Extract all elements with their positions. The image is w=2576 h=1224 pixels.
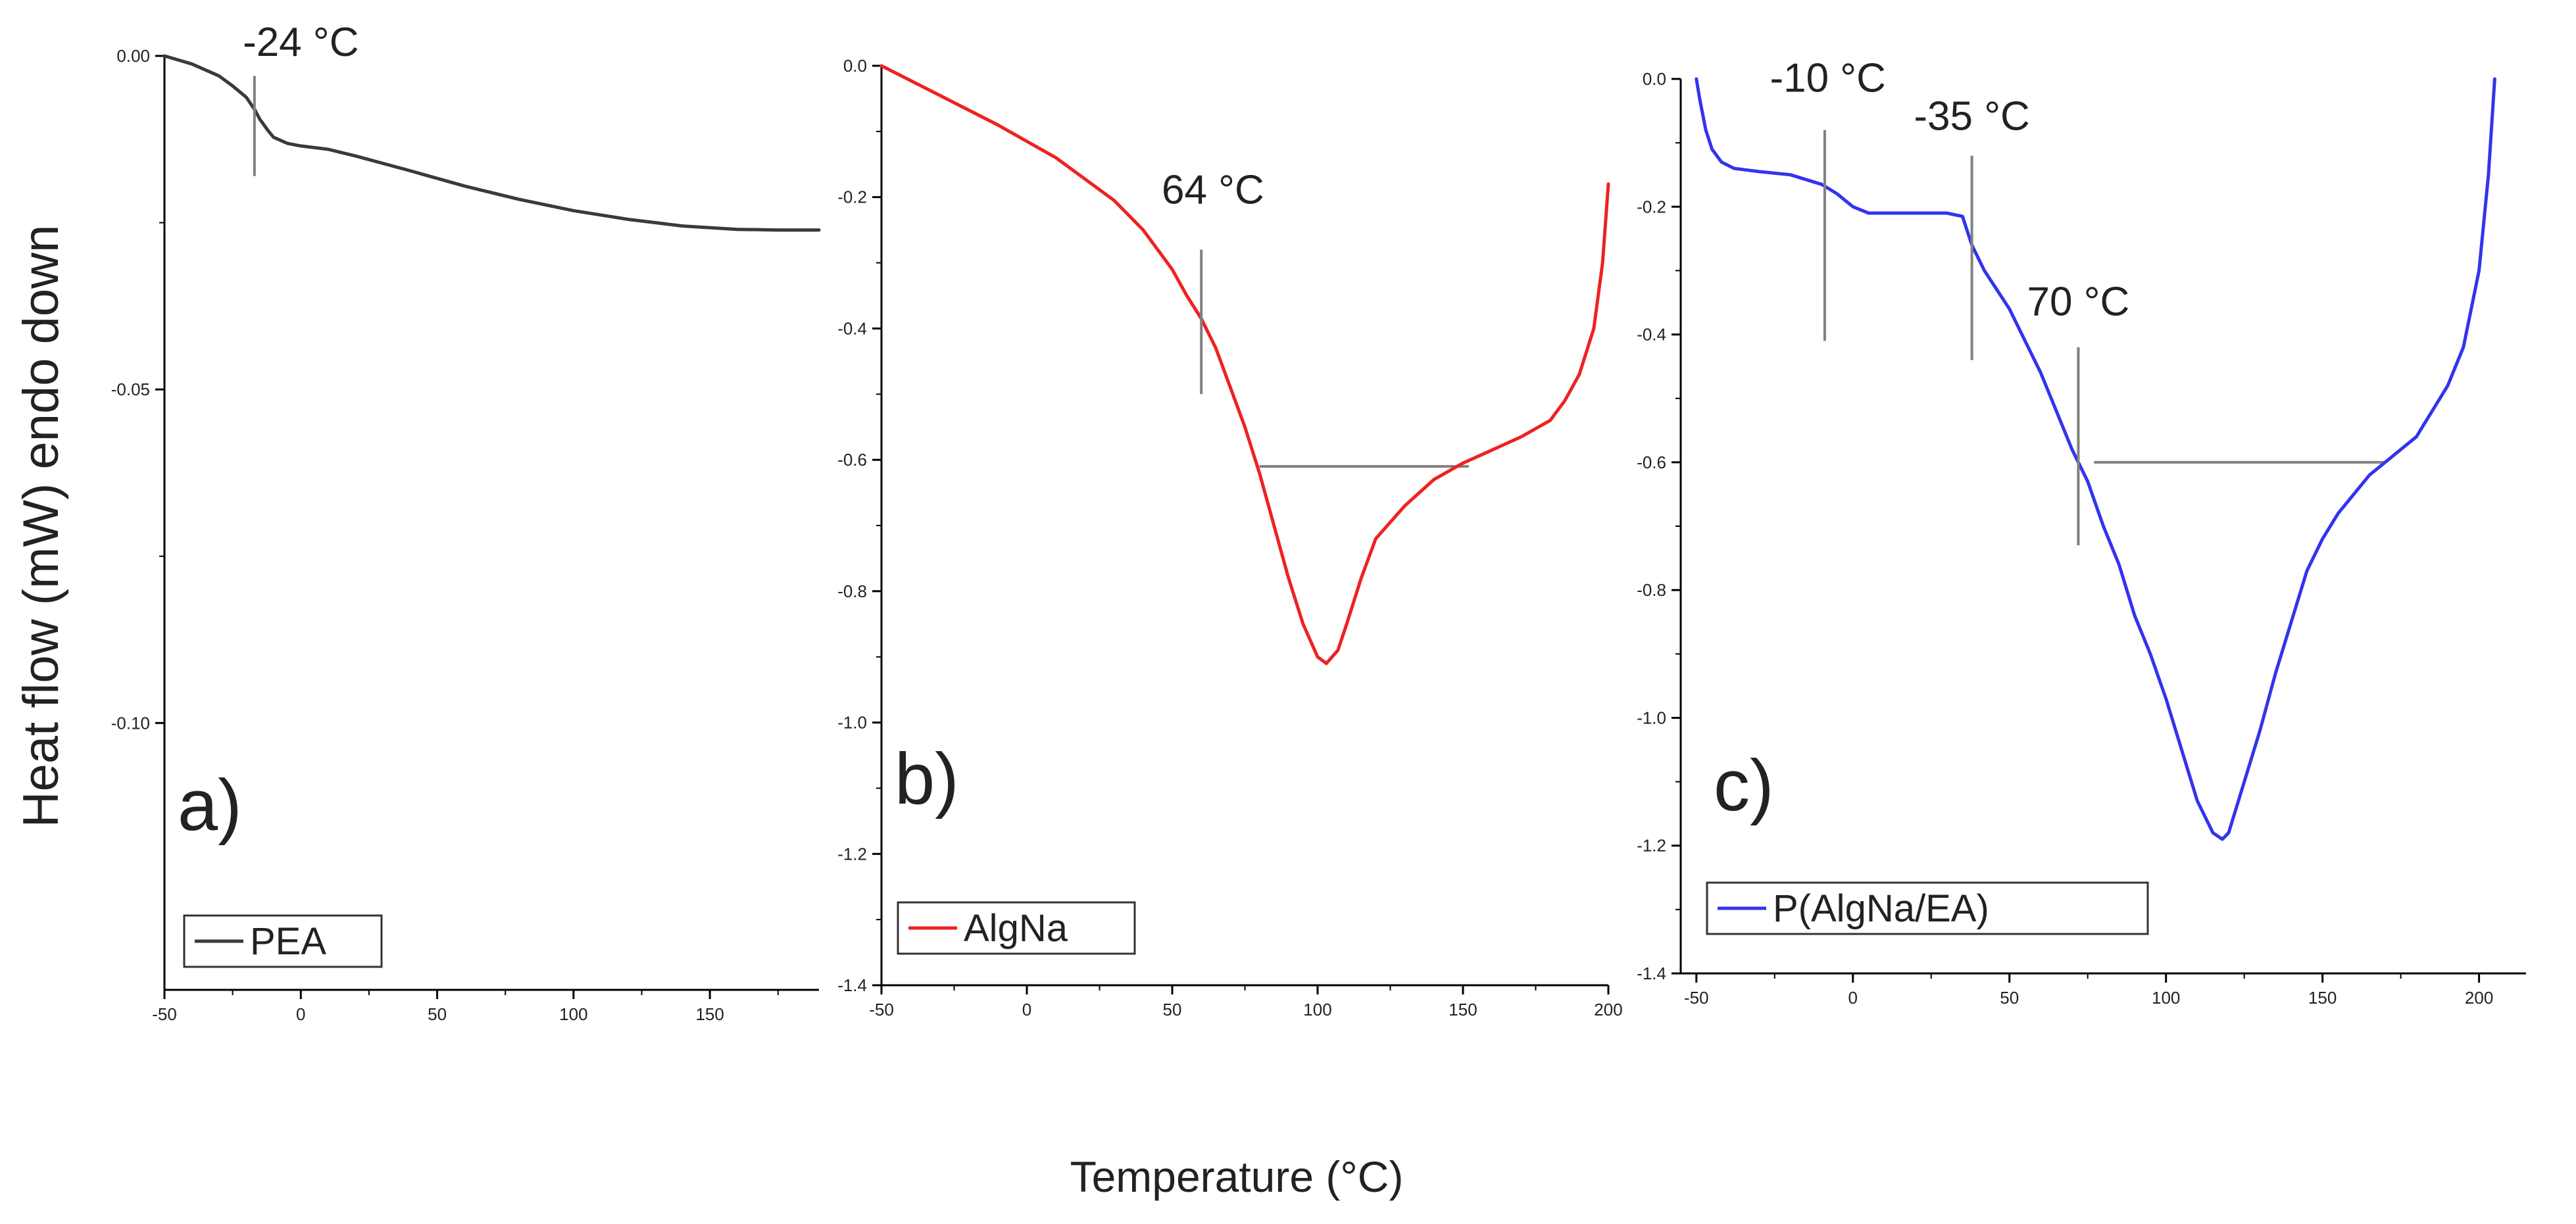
y-tick-label: -1.2 — [837, 844, 867, 864]
x-tick-label: 50 — [1163, 1000, 1182, 1019]
x-tick-label: -50 — [869, 1000, 894, 1019]
x-tick-label: 0 — [296, 1004, 305, 1024]
x-tick-label: 0 — [1848, 988, 1858, 1008]
y-tick-label: 0.0 — [843, 56, 867, 76]
panel-label: b) — [895, 739, 959, 820]
y-tick-label: 0.00 — [116, 46, 150, 66]
y-tick-label: -1.0 — [1637, 708, 1666, 727]
legend-label: AlgNa — [964, 907, 1068, 950]
x-tick-label: -50 — [152, 1004, 177, 1024]
x-tick-label: -50 — [1684, 988, 1709, 1008]
panel-label: a) — [178, 765, 242, 846]
transition-label: -24 °C — [243, 20, 359, 65]
y-tick-label: -0.6 — [1637, 453, 1666, 472]
y-tick-label: -0.8 — [1637, 580, 1666, 600]
chart-panel: 0.00 -0.05 -0.10 -50 0 50 100 150 -24 °C a) PEA — [111, 20, 821, 1024]
x-tick-label: 150 — [1449, 1000, 1477, 1019]
x-axis-title: Temperature (°C) — [1070, 1152, 1404, 1201]
chart-panel: 0.0 -0.2 -0.4 -0.6 -0.8 -1.0 -1.2 -1.4-50 0 50 100… — [837, 56, 1623, 1019]
y-tick-label: -0.2 — [1637, 197, 1666, 216]
series-line — [879, 64, 1610, 666]
y-axis-title: Heat flow (mW) endo down — [13, 225, 69, 828]
x-tick-label: 200 — [2465, 988, 2493, 1008]
transition-label: 70 °C — [2027, 279, 2130, 324]
y-tick-label: -1.4 — [837, 975, 867, 995]
x-tick-label: 50 — [428, 1004, 447, 1024]
y-tick-label: -0.6 — [837, 450, 867, 470]
series-line — [162, 54, 821, 232]
legend-box — [1706, 881, 2149, 935]
x-tick-label: 100 — [1303, 1000, 1331, 1019]
legend-box — [183, 914, 383, 968]
y-tick-label: -0.8 — [837, 581, 867, 601]
x-tick-label: 200 — [1594, 1000, 1622, 1019]
legend-label: P(AlgNa/EA) — [1773, 887, 1989, 930]
transition-label: -10 °C — [1770, 55, 1885, 101]
y-tick-label: -1.0 — [837, 713, 867, 733]
legend-label: PEA — [250, 920, 326, 963]
x-tick-label: 50 — [2000, 988, 2019, 1008]
transition-label: -35 °C — [1914, 94, 2029, 139]
y-tick-label: -0.05 — [111, 379, 150, 399]
y-tick-label: -1.4 — [1637, 964, 1666, 983]
x-tick-label: 150 — [695, 1004, 724, 1024]
x-tick-label: 100 — [2152, 988, 2180, 1008]
x-tick-label: 100 — [559, 1004, 587, 1024]
y-tick-label: -0.2 — [837, 187, 867, 207]
y-tick-label: 0.0 — [1643, 69, 1666, 89]
x-tick-label: 150 — [2308, 988, 2337, 1008]
panel-label: c) — [1714, 745, 1774, 826]
y-tick-label: -1.2 — [1637, 836, 1666, 856]
y-tick-label: -0.10 — [111, 713, 150, 733]
transition-label: 64 °C — [1162, 168, 1264, 213]
y-tick-label: -0.4 — [837, 318, 867, 338]
chart-panel: 0.0 -0.2 -0.4 -0.6 -0.8 -1.0 -1.2 -1.4 -50 0 50 100… — [1637, 55, 2526, 1008]
x-tick-label: 0 — [1022, 1000, 1031, 1019]
y-axis-title-group: Heat flow (mW) endo down — [13, 225, 69, 828]
y-tick-label: -0.4 — [1637, 325, 1666, 345]
series-line — [1695, 77, 2496, 841]
